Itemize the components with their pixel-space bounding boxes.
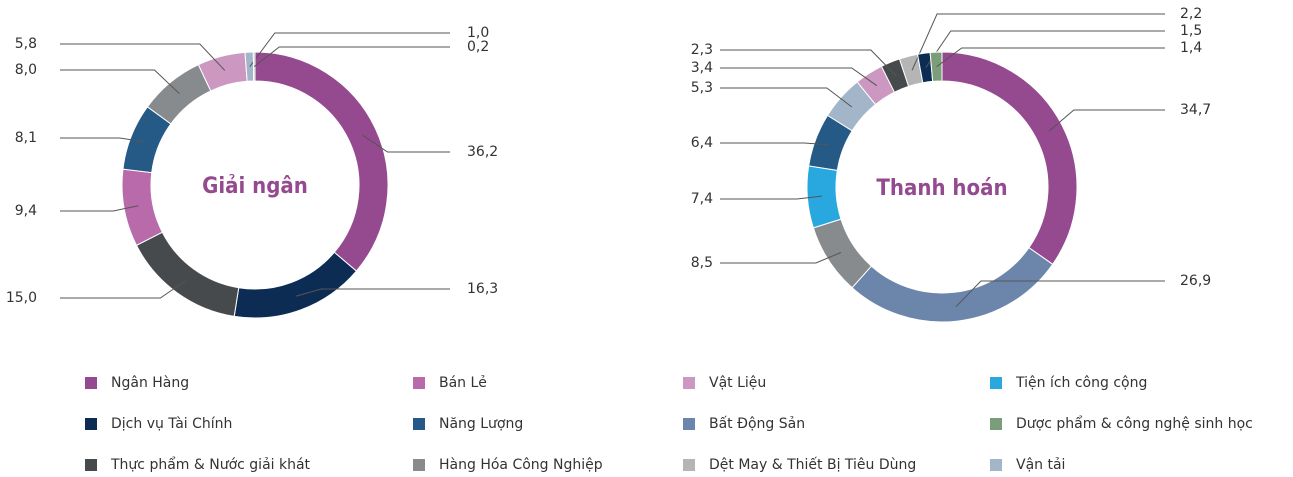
donut-slice [121,168,164,247]
legend-label: Năng Lượng [439,416,523,432]
leader-line [720,87,853,108]
leader-line [911,13,1165,71]
legend-swatch [85,418,97,430]
legend-label: Vận tải [1016,457,1065,473]
leader-line [720,252,842,264]
leader-line [955,280,1165,308]
legend-swatch [683,459,695,471]
legend-label: Bất Động Sản [709,416,805,432]
chart-title: Giải ngân [202,174,308,199]
leader-line [936,47,1165,68]
leader-line [720,195,822,200]
donut-slice [233,251,358,319]
leader-line [60,280,186,299]
value-label: 3,4 [691,60,713,76]
legend-label: Bán Lẻ [439,375,487,391]
legend-swatch [85,377,97,389]
value-label: 1,4 [1180,40,1202,56]
legend-label: Thực phẩm & Nước giải khát [110,456,311,473]
legend-swatch [85,459,97,471]
legend-swatch [413,459,425,471]
legend-swatch [683,377,695,389]
legend-swatch [413,377,425,389]
legend-label: Dịch vụ Tài Chính [111,416,232,432]
chart-title: Thanh hoán [876,176,1007,201]
value-label: 8,1 [15,130,37,146]
donut-slice [135,231,240,317]
legend-label: Ngân Hàng [111,375,189,391]
value-label: 5,8 [15,36,37,52]
leader-line [60,205,139,212]
donut-slice [254,51,389,272]
value-label: 5,3 [691,80,713,96]
leader-line [720,142,830,146]
leader-line [1048,109,1165,132]
donut-slice [929,51,943,82]
donut-slice [851,246,1054,323]
leader-line [253,46,450,67]
legend-swatch [413,418,425,430]
value-label: 36,2 [467,144,498,160]
legend-label: Dược phẩm & công nghệ sinh học [1016,415,1253,432]
value-label: 8,0 [15,62,37,78]
legend-swatch [990,459,1002,471]
value-label: 0,2 [467,39,489,55]
donut-slice [941,51,1078,265]
leader-line [60,69,180,95]
legend-swatch [990,377,1002,389]
value-label: 9,4 [15,203,37,219]
donut-slice [252,51,256,82]
legend-swatch [990,418,1002,430]
value-label: 1,0 [467,25,489,41]
value-label: 16,3 [467,281,498,297]
leader-line [249,32,450,67]
value-label: 34,7 [1180,102,1211,118]
value-label: 2,2 [1180,6,1202,22]
legend-swatch [683,418,695,430]
value-label: 15,0 [6,290,37,306]
legend-label: Dệt May & Thiết Bị Tiêu Dùng [709,456,916,473]
legend-label: Tiện ích công cộng [1015,375,1147,391]
value-label: 1,5 [1180,23,1202,39]
value-label: 7,4 [691,191,713,207]
leader-line [362,134,450,153]
leader-line [720,67,878,87]
legend-label: Hàng Hóa Công Nghiệp [439,457,603,473]
leader-line [296,288,450,297]
value-label: 6,4 [691,135,713,151]
value-label: 2,3 [691,42,713,58]
leader-line [60,43,226,71]
legend-label: Vật Liệu [709,375,766,391]
leader-line [720,49,897,77]
value-label: 8,5 [691,255,713,271]
value-label: 26,9 [1180,273,1211,289]
leader-line [60,137,145,143]
